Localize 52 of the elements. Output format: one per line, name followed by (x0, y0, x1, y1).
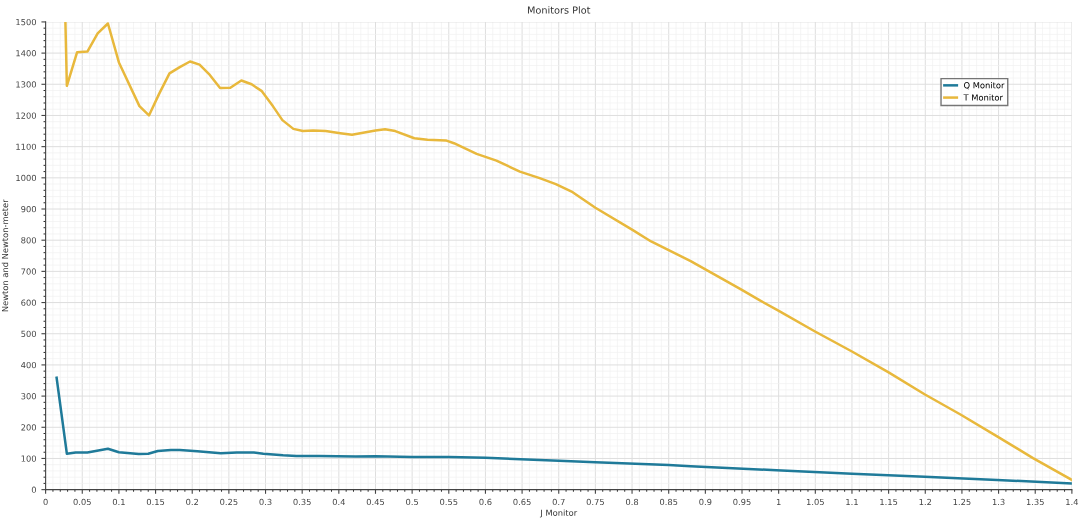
y-tick-label: 1100 (16, 143, 37, 150)
y-tick-label: 600 (21, 299, 37, 306)
x-tick-label: 0.9 (699, 498, 712, 506)
y-tick-label: 300 (21, 393, 37, 400)
x-tick-label: 0.05 (73, 498, 91, 506)
x-tick-label: 0.65 (513, 498, 531, 506)
x-tick-label: 0 (43, 498, 48, 506)
y-tick-label: 900 (21, 205, 37, 213)
line-series (55, 376, 1072, 485)
line-series (64, 21, 1072, 482)
x-tick-label: 0.85 (659, 498, 678, 506)
x-tick-label: 0.45 (366, 498, 385, 506)
legend-label: Q Monitor (963, 81, 1005, 90)
x-tick-label: 1.05 (806, 498, 824, 506)
x-tick-label: 1.25 (953, 498, 971, 506)
x-tick-label: 0.4 (332, 498, 345, 506)
y-tick-label: 0 (31, 486, 37, 493)
x-tick-label: 1.1 (846, 498, 858, 505)
x-tick-label: 1 (776, 498, 781, 505)
y-tick-label: 1500 (16, 18, 37, 26)
y-tick-label: 1000 (16, 174, 37, 182)
y-tick-label: 100 (21, 455, 37, 462)
x-tick-label: 0.3 (259, 498, 272, 506)
x-tick-label: 0.15 (146, 498, 165, 506)
x-tick-label: 0.8 (625, 498, 639, 506)
x-tick-label: 1.35 (1026, 498, 1044, 506)
y-tick-label: 700 (21, 268, 37, 275)
x-tick-label: 0.35 (293, 498, 311, 506)
y-tick-label: 200 (21, 424, 37, 431)
x-tick-label: 0.75 (586, 498, 604, 506)
y-tick-label: 1300 (16, 81, 37, 88)
y-tick-label: 800 (21, 237, 37, 244)
y-tick-label: 1200 (16, 112, 37, 119)
x-tick-label: 0.1 (112, 498, 125, 506)
x-tick-label: 1.2 (919, 498, 932, 505)
chart-title: Monitors Plot (527, 6, 591, 14)
x-tick-label: 1.3 (992, 498, 1005, 506)
x-tick-label: 0.55 (440, 498, 458, 506)
x-tick-label: 0.5 (406, 498, 419, 506)
y-tick-label: 500 (21, 330, 37, 338)
x-tick-label: 0.6 (479, 498, 492, 506)
x-axis-title: J Monitor (539, 509, 578, 518)
x-tick-label: 0.25 (220, 498, 238, 506)
x-tick-label: 1.4 (1066, 498, 1079, 505)
x-tick-label: 0.2 (186, 498, 199, 506)
legend-label: T Monitor (963, 94, 1003, 101)
x-tick-label: 1.15 (880, 498, 898, 506)
x-tick-label: 0.7 (552, 498, 565, 506)
y-tick-label: 1400 (16, 50, 37, 57)
x-tick-label: 0.95 (733, 498, 751, 506)
y-axis-title: Newton and Newton-meter (1, 199, 9, 312)
y-tick-label: 400 (21, 361, 37, 369)
